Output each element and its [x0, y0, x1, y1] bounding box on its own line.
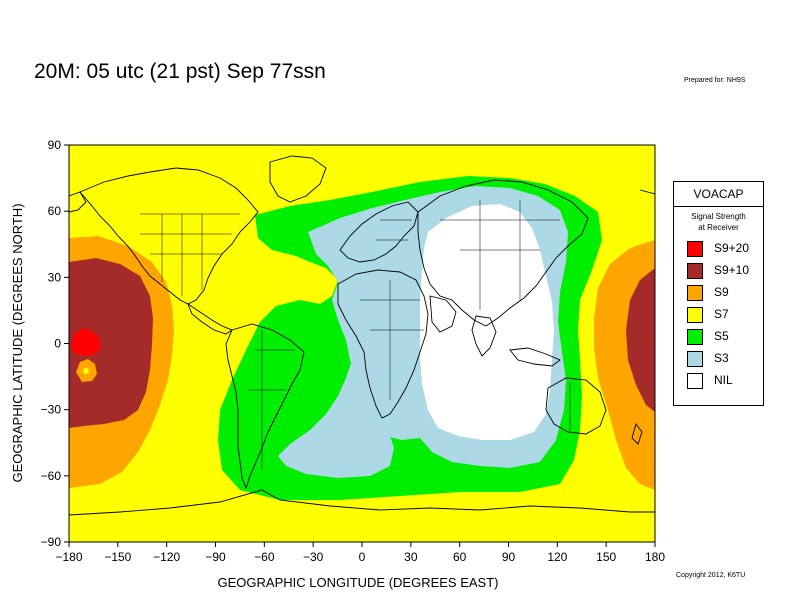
region-s9plus10-east	[626, 268, 655, 412]
central-america-outline	[187, 302, 233, 335]
antarctica-outline	[69, 489, 655, 516]
alaska-outline	[69, 191, 87, 213]
x-tick-label: −120	[153, 550, 180, 564]
y-tick-label: 30	[48, 270, 62, 284]
x-axis-title: GEOGRAPHIC LONGITUDE (DEGREES EAST)	[218, 575, 499, 590]
legend: VOACAP Signal Strength at Receiver S9+20…	[673, 181, 764, 406]
legend-label: S3	[714, 351, 729, 365]
legend-swatch	[687, 329, 703, 345]
legend-swatch	[687, 241, 703, 257]
legend-label: S9+10	[714, 263, 750, 277]
legend-label: S7	[714, 307, 729, 321]
legend-item: S3	[674, 348, 763, 370]
legend-swatch	[687, 351, 703, 367]
greenland-outline	[269, 155, 327, 203]
y-tick-label: −60	[41, 469, 62, 483]
arabia-outline	[429, 295, 457, 333]
x-tick-label: 30	[404, 550, 418, 564]
y-tick-label: 0	[54, 337, 61, 351]
legend-subtitle-line2: at Receiver	[698, 223, 739, 232]
legend-swatch	[687, 307, 703, 323]
x-tick-label: 90	[502, 550, 516, 564]
legend-label: NIL	[714, 373, 733, 387]
legend-item: S9+10	[674, 260, 763, 282]
india-outline	[471, 315, 497, 357]
legend-items: S9+20 S9+10 S9 S7 S5 S3 NIL	[674, 238, 763, 392]
legend-item: NIL	[674, 370, 763, 392]
y-tick-label: −90	[41, 535, 62, 549]
x-tick-label: −30	[303, 550, 324, 564]
y-tick-label: −30	[41, 403, 62, 417]
x-tick-label: −150	[104, 550, 131, 564]
x-axis-ticks: −180 −150 −120 −90 −60 −30 0 30 60 90 120 150 180	[55, 542, 665, 564]
legend-swatch	[687, 285, 703, 301]
region-s3-south-atlantic	[278, 360, 394, 478]
australia-outline	[545, 377, 607, 435]
x-tick-label: −60	[254, 550, 275, 564]
x-tick-label: 180	[645, 550, 665, 564]
y-tick-label: 90	[48, 138, 62, 152]
legend-item: S7	[674, 304, 763, 326]
region-s9plus20-spot	[71, 328, 101, 356]
y-tick-label: 60	[48, 204, 62, 218]
legend-subtitle-line1: Signal Strength	[691, 212, 746, 221]
north-america-outline	[79, 167, 259, 305]
x-tick-label: 60	[453, 550, 467, 564]
region-nil	[420, 204, 554, 440]
legend-label: S9	[714, 285, 729, 299]
legend-label: S5	[714, 329, 729, 343]
legend-label: S9+20	[714, 241, 750, 255]
legend-swatch	[687, 263, 703, 279]
prepared-for-label: Prepared for: NH9S	[684, 77, 746, 84]
new-zealand-outline	[631, 423, 643, 445]
europe-outline	[339, 201, 419, 263]
siberia-east-outline	[639, 189, 655, 195]
continent-outlines	[69, 155, 655, 516]
legend-title: VOACAP	[674, 182, 763, 207]
map-title: 20M: 05 utc (21 pst) Sep 77ssn	[34, 60, 326, 83]
legend-subtitle: Signal Strength at Receiver	[674, 211, 763, 233]
x-tick-label: 120	[547, 550, 567, 564]
indonesia-outline	[509, 347, 561, 367]
copyright-label: Copyright 2012, K6TU	[676, 572, 746, 579]
x-tick-label: 0	[359, 550, 366, 564]
legend-item: S9	[674, 282, 763, 304]
x-tick-label: 150	[596, 550, 616, 564]
y-axis-ticks: 90 60 30 0 −30 −60 −90	[41, 138, 69, 549]
x-tick-label: −90	[205, 550, 226, 564]
region-s7-spot	[83, 368, 89, 374]
asia-outline	[417, 179, 589, 327]
y-axis-title: GEOGRAPHIC LATITUDE (DEGREES NORTH)	[10, 203, 25, 482]
border-lines	[140, 200, 571, 470]
legend-item: S5	[674, 326, 763, 348]
legend-swatch	[687, 373, 703, 389]
x-tick-label: −180	[55, 550, 82, 564]
africa-outline	[337, 269, 429, 419]
south-america-outline	[225, 323, 305, 490]
region-s9plus10-west	[69, 258, 153, 428]
legend-item: S9+20	[674, 238, 763, 260]
coverage-regions	[69, 145, 655, 542]
